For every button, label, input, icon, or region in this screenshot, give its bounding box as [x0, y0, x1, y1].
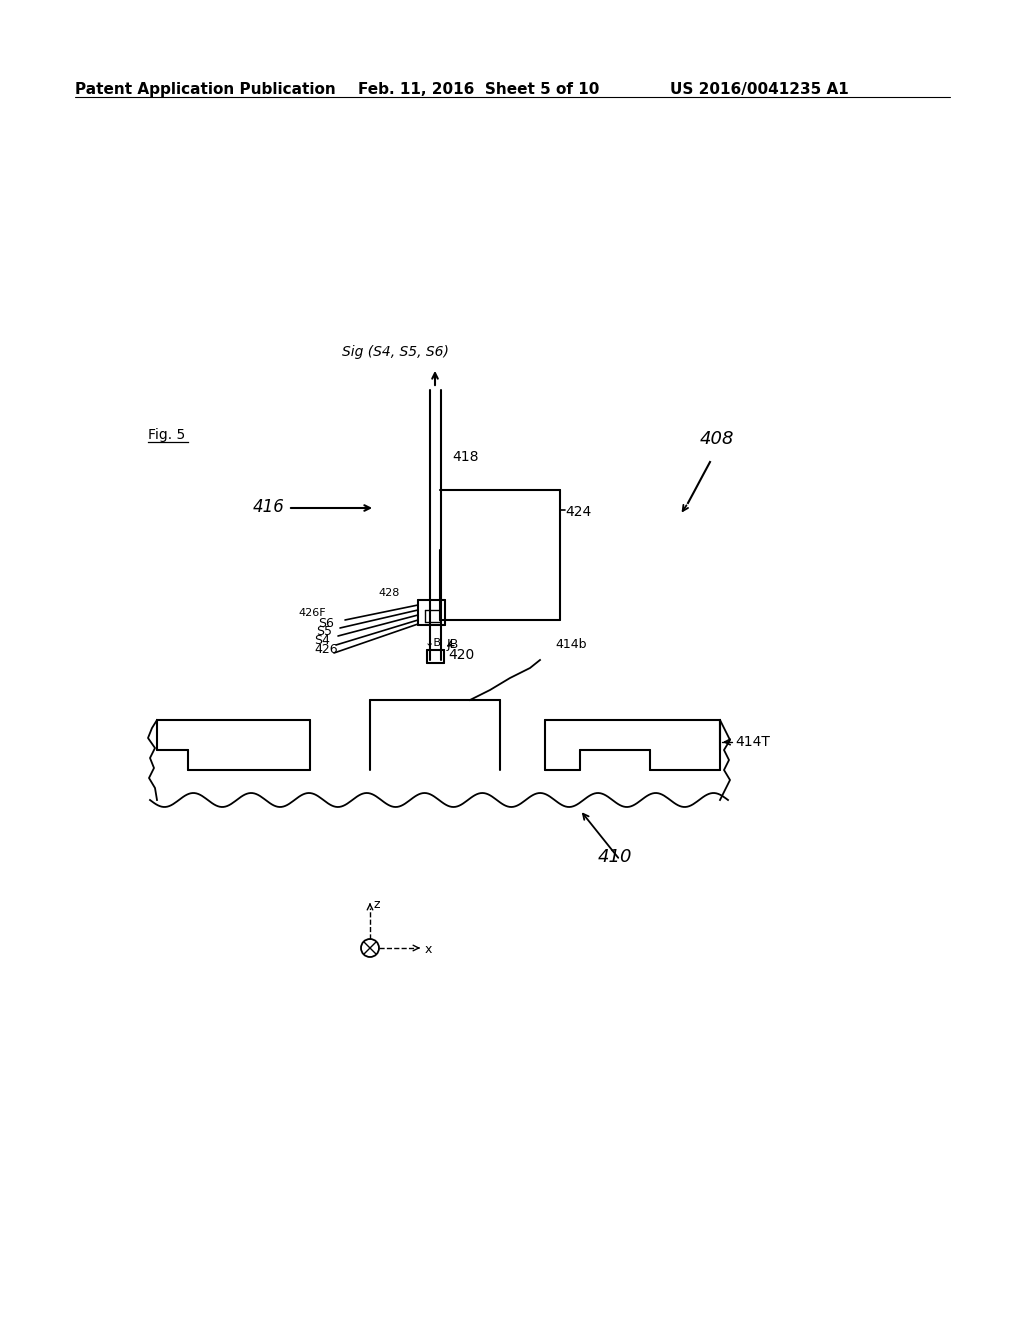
Text: Feb. 11, 2016  Sheet 5 of 10: Feb. 11, 2016 Sheet 5 of 10 [358, 82, 599, 96]
Text: Patent Application Publication: Patent Application Publication [75, 82, 336, 96]
Text: x: x [425, 942, 432, 956]
Text: 414T: 414T [735, 735, 770, 748]
Text: 418: 418 [452, 450, 478, 465]
Text: S6: S6 [318, 616, 334, 630]
Text: 416: 416 [253, 498, 285, 516]
Text: z: z [373, 898, 380, 911]
Text: 428: 428 [378, 587, 399, 598]
Text: 426F: 426F [298, 609, 326, 618]
Text: 414b: 414b [555, 638, 587, 651]
Text: 426: 426 [314, 643, 338, 656]
Text: 424: 424 [565, 506, 591, 519]
Text: ↓B: ↓B [425, 638, 442, 648]
Text: 408: 408 [700, 430, 734, 447]
Text: 420: 420 [449, 648, 474, 663]
Text: US 2016/0041235 A1: US 2016/0041235 A1 [670, 82, 849, 96]
Text: S5: S5 [316, 624, 332, 638]
Text: S4: S4 [314, 634, 330, 647]
Text: 410: 410 [598, 847, 633, 866]
Text: Fig. 5: Fig. 5 [148, 428, 185, 442]
Text: Sig (S4, S5, S6): Sig (S4, S5, S6) [342, 345, 449, 359]
Text: JB: JB [447, 638, 459, 651]
